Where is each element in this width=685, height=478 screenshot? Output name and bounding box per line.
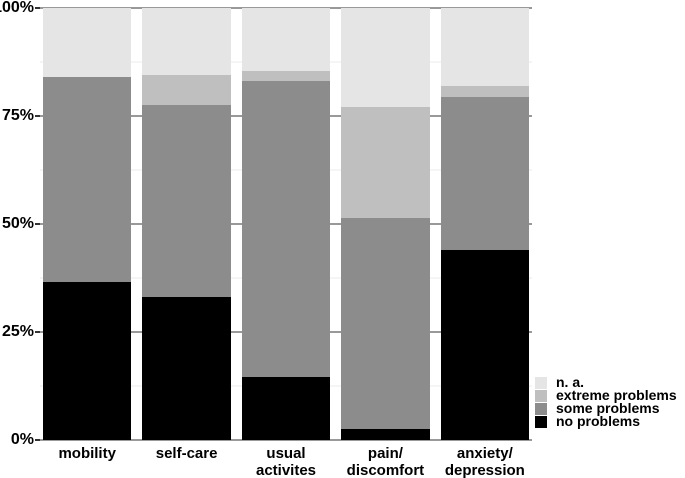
legend-item: n. a. (535, 374, 677, 390)
x-axis-label: mobility (58, 445, 116, 462)
bars-container (40, 8, 532, 440)
bar-segment (341, 107, 430, 218)
y-axis: 0% 25% 50% 75% 100% (0, 0, 34, 448)
bar-segment (341, 8, 430, 108)
y-tick-label: 50% (1, 215, 34, 232)
bar-segment (43, 77, 132, 283)
x-axis-label: usual activites (255, 445, 317, 478)
legend: n. a. extreme problems some problems no pro… (535, 374, 677, 429)
bar-segment (142, 297, 231, 440)
bar (43, 8, 132, 440)
y-tick-mark (35, 331, 40, 333)
x-axis-label: anxiety/ depression (444, 445, 525, 478)
legend-label: n. a. (556, 374, 585, 390)
y-tick-label: 25% (1, 323, 34, 340)
bar-segment (241, 70, 331, 82)
legend-item: no problems (535, 413, 677, 429)
bar-segment (440, 8, 530, 86)
gridline-major (40, 439, 532, 441)
legend-swatch (535, 415, 547, 428)
y-tick-mark (35, 115, 40, 117)
bar-segment (142, 105, 231, 298)
legend-label: no problems (556, 413, 641, 429)
y-tick-mark (35, 223, 40, 225)
bar (142, 8, 231, 440)
bar (241, 8, 331, 440)
bar-segment (142, 8, 231, 75)
x-axis-label: self-care (155, 445, 218, 462)
bar-segment (341, 429, 430, 440)
bar-segment (440, 249, 530, 440)
y-tick-label: 75% (1, 107, 34, 124)
legend-item: some problems (535, 400, 677, 416)
legend-swatch (535, 389, 547, 402)
legend-label: extreme problems (556, 387, 677, 403)
bar-segment (142, 74, 231, 106)
legend-label: some problems (556, 400, 660, 416)
bar (440, 8, 530, 440)
bar-segment (43, 282, 132, 440)
bar-segment (241, 377, 331, 440)
plot-panel (40, 7, 532, 441)
y-tick-mark (35, 7, 40, 9)
bar-segment (440, 85, 530, 97)
legend-item: extreme problems (535, 387, 677, 403)
y-tick-label: 0% (10, 431, 34, 448)
y-tick-mark (35, 439, 40, 441)
legend-swatch (535, 376, 547, 389)
bar-segment (440, 96, 530, 250)
y-axis-ticks (35, 7, 40, 441)
gridline-major (40, 7, 532, 9)
x-axis: mobility self-care usual activites pain/ di… (40, 445, 532, 478)
bar-segment (341, 217, 430, 430)
bar-segment (43, 8, 132, 78)
legend-swatch (535, 402, 547, 415)
bar-segment (241, 8, 331, 71)
x-axis-label: pain/ discomfort (346, 445, 425, 478)
bar (341, 8, 430, 440)
y-tick-label: 100% (0, 0, 34, 16)
bar-segment (241, 81, 331, 378)
